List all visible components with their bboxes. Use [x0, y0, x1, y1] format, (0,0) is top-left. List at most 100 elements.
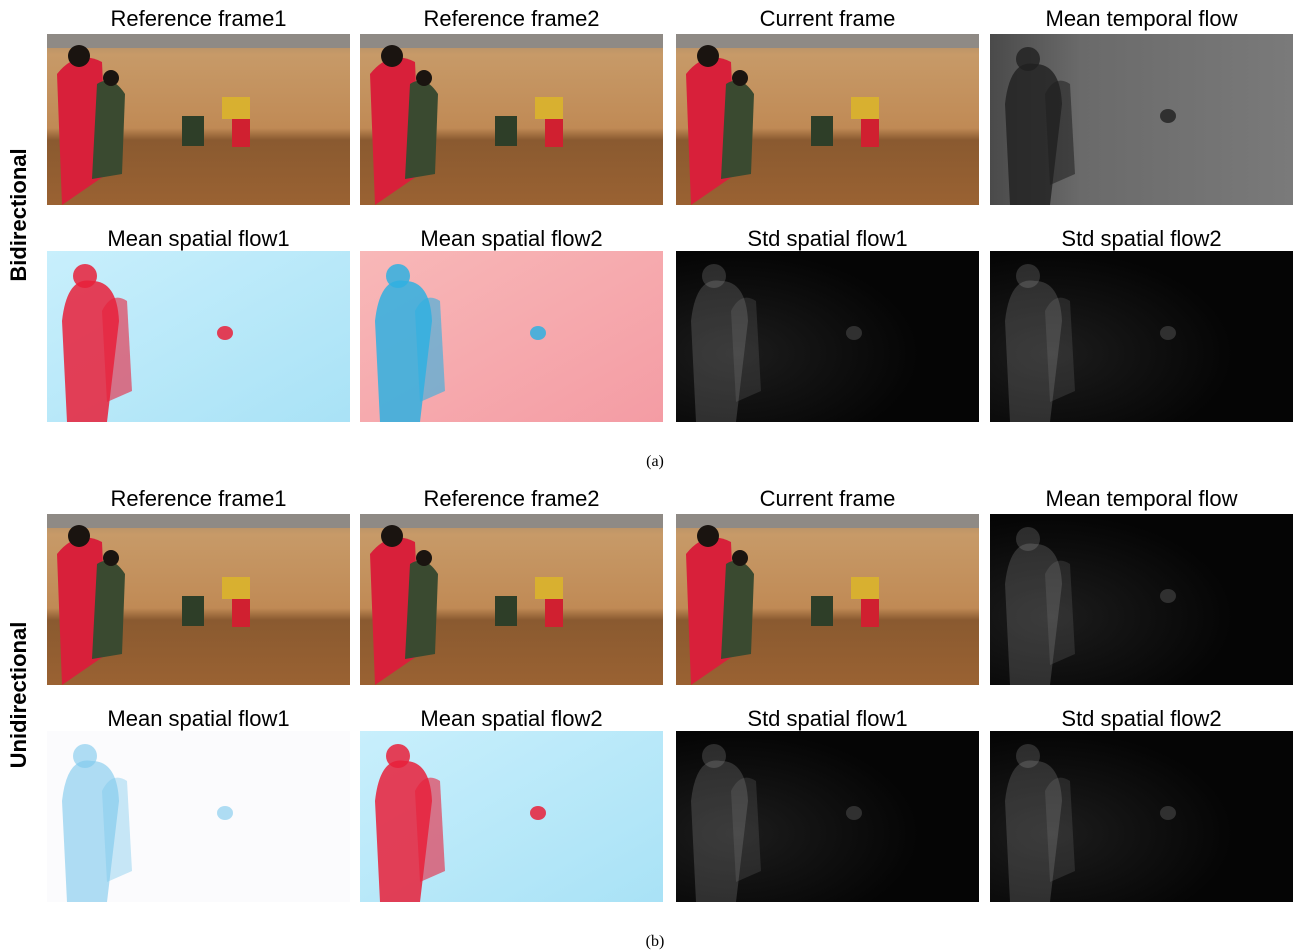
- figure-head: [702, 744, 726, 768]
- panel-title: Reference frame1: [110, 486, 286, 511]
- panel-title: Std spatial flow2: [1061, 226, 1221, 251]
- panel-title: Mean spatial flow2: [420, 706, 602, 731]
- panel-title: Mean spatial flow1: [107, 706, 289, 731]
- figure-shape: [1005, 280, 1062, 422]
- player-head: [416, 550, 432, 566]
- player-head: [103, 550, 119, 566]
- image-background: [676, 731, 979, 902]
- board: [851, 97, 879, 119]
- caption: (b): [646, 933, 665, 950]
- player-blob: [217, 806, 233, 820]
- figure-head: [1016, 527, 1040, 551]
- figure-shape: [1045, 80, 1075, 185]
- figure-shape: [1005, 543, 1062, 685]
- image: [47, 251, 350, 422]
- image: [47, 34, 350, 206]
- image: [990, 731, 1293, 902]
- player-green: [721, 80, 754, 179]
- board: [222, 97, 250, 119]
- image: [360, 731, 663, 902]
- figure-head: [1016, 264, 1040, 288]
- board: [535, 97, 563, 119]
- player-blob: [846, 326, 862, 340]
- player-head: [381, 45, 403, 67]
- panel-title: Std spatial flow2: [1061, 706, 1221, 731]
- board: [535, 577, 563, 599]
- panel-title: Reference frame2: [423, 486, 599, 511]
- figure-shape: [1005, 760, 1062, 902]
- player-green: [182, 596, 204, 626]
- figure-shape: [102, 297, 132, 402]
- player-blob: [1160, 806, 1176, 820]
- figure-head: [1016, 47, 1040, 71]
- player-red: [232, 599, 250, 627]
- figure-shape: [415, 297, 445, 402]
- wall-stripe: [676, 514, 979, 528]
- board: [222, 577, 250, 599]
- image-background: [990, 251, 1293, 422]
- image: [676, 34, 979, 206]
- board: [851, 577, 879, 599]
- player-green: [92, 560, 125, 659]
- player-head: [732, 550, 748, 566]
- figure-shape: [1045, 560, 1075, 665]
- image: [676, 731, 979, 902]
- player-green: [721, 560, 754, 659]
- image: [360, 251, 663, 422]
- player-red: [861, 599, 879, 627]
- player-red: [545, 599, 563, 627]
- panel-title: Mean temporal flow: [1046, 486, 1238, 511]
- wall-stripe: [360, 34, 663, 48]
- player-green: [495, 596, 517, 626]
- player-green: [495, 116, 517, 146]
- player-head: [697, 525, 719, 547]
- player-blob: [530, 326, 546, 340]
- figure-shape: [1045, 297, 1075, 402]
- player-head: [68, 525, 90, 547]
- wall-stripe: [676, 34, 979, 48]
- image: [990, 34, 1293, 205]
- panel-title: Current frame: [760, 486, 896, 511]
- image: [676, 251, 979, 422]
- image: [990, 251, 1293, 422]
- figure-shape: [1045, 777, 1075, 882]
- panel-title: Std spatial flow1: [747, 706, 907, 731]
- image: [47, 731, 350, 902]
- figure-shape: [691, 280, 748, 422]
- player-green: [405, 80, 438, 179]
- figure-shape: [415, 777, 445, 882]
- caption: (a): [646, 453, 664, 470]
- panel-title: Std spatial flow1: [747, 226, 907, 251]
- player-head: [732, 70, 748, 86]
- image: [990, 514, 1293, 685]
- panel-title: Reference frame1: [110, 6, 286, 31]
- wall-stripe: [47, 34, 350, 48]
- player-green: [811, 596, 833, 626]
- figure-head: [1016, 744, 1040, 768]
- figure-head: [73, 744, 97, 768]
- player-green: [405, 560, 438, 659]
- figure-shape: [102, 777, 132, 882]
- figure-shape: [62, 760, 119, 902]
- player-blob: [217, 326, 233, 340]
- player-blob: [1160, 326, 1176, 340]
- image: [47, 514, 350, 685]
- image-background: [990, 514, 1293, 685]
- player-blob: [1160, 109, 1176, 123]
- figure-head: [386, 264, 410, 288]
- player-head: [416, 70, 432, 86]
- figure-shape: [731, 297, 761, 402]
- wall-stripe: [360, 514, 663, 528]
- panel-title: Mean spatial flow2: [420, 226, 602, 251]
- player-green: [182, 116, 204, 146]
- player-head: [103, 70, 119, 86]
- wall-stripe: [47, 514, 350, 528]
- row-label: Bidirectional: [6, 148, 31, 281]
- figure-head: [386, 744, 410, 768]
- image: [360, 34, 663, 206]
- panel-title: Mean spatial flow1: [107, 226, 289, 251]
- player-blob: [530, 806, 546, 820]
- figure-shape: [691, 760, 748, 902]
- figure-shape: [731, 777, 761, 882]
